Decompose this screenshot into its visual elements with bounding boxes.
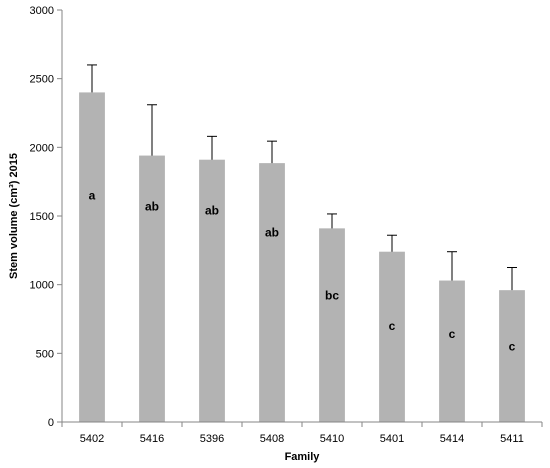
group-label-5396: ab xyxy=(205,204,219,218)
y-axis-ticks: 0 500 1000 1500 2000 2500 3000 xyxy=(30,5,62,429)
x-axis-ticks: 5402 5416 5396 5408 5410 5401 5414 5411 xyxy=(61,422,543,445)
group-label-5416: ab xyxy=(145,199,159,213)
x-tick-label: 5401 xyxy=(380,433,404,445)
x-tick-label: 5416 xyxy=(140,433,164,445)
error-bars xyxy=(87,64,517,291)
x-tick-label: 5410 xyxy=(320,433,344,445)
y-tick-label: 1000 xyxy=(30,280,54,292)
x-tick-label: 5414 xyxy=(440,433,464,445)
x-tick-label: 5411 xyxy=(500,433,524,445)
group-labels: a ab ab ab bc c c c xyxy=(89,188,516,353)
bar-5411 xyxy=(499,290,525,422)
y-tick-label: 0 xyxy=(48,417,54,429)
bar-5410 xyxy=(319,228,345,422)
y-tick-label: 500 xyxy=(36,348,54,360)
x-tick-label: 5402 xyxy=(80,433,104,445)
bar-5416 xyxy=(139,155,165,422)
group-label-5411: c xyxy=(509,339,516,353)
bars xyxy=(79,92,525,423)
y-tick-label: 2000 xyxy=(30,142,54,154)
bar-5408 xyxy=(259,163,285,423)
bar-5396 xyxy=(199,159,225,422)
x-axis-title: Family xyxy=(285,451,321,463)
group-label-5401: c xyxy=(389,319,396,333)
x-tick-label: 5396 xyxy=(200,433,224,445)
group-label-5408: ab xyxy=(265,225,279,239)
y-tick-label: 1500 xyxy=(30,211,54,223)
y-tick-label: 2500 xyxy=(30,74,54,86)
bar-5401 xyxy=(379,251,405,422)
y-tick-label: 3000 xyxy=(30,5,54,17)
x-tick-label: 5408 xyxy=(260,433,284,445)
y-axis-title: Stem volume (cm³) 2015 xyxy=(8,153,20,279)
group-label-5414: c xyxy=(449,327,456,341)
group-label-5402: a xyxy=(89,188,96,202)
group-label-5410: bc xyxy=(325,289,339,303)
bar-5414 xyxy=(439,280,465,422)
bar-5402 xyxy=(79,92,105,423)
